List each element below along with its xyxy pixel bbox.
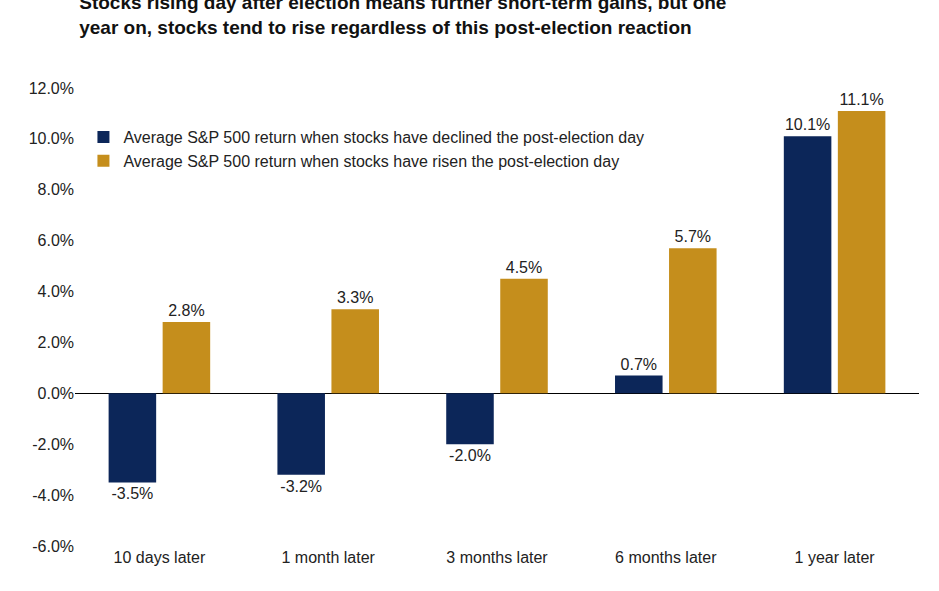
svg-text:Average S&P 500 return when st: Average S&P 500 return when stocks have …: [123, 153, 619, 170]
svg-text:10.1%: 10.1%: [785, 116, 830, 133]
svg-text:0.7%: 0.7%: [621, 356, 657, 373]
svg-text:-2.0%: -2.0%: [449, 447, 491, 464]
svg-text:-3.5%: -3.5%: [111, 485, 153, 502]
svg-text:-3.2%: -3.2%: [280, 478, 322, 495]
svg-text:4.5%: 4.5%: [506, 259, 542, 276]
svg-text:2.8%: 2.8%: [168, 302, 204, 319]
svg-text:10.0%: 10.0%: [29, 130, 74, 147]
svg-text:Stocks rising day after electi: Stocks rising day after election means f…: [79, 0, 726, 38]
svg-text:8.0%: 8.0%: [38, 181, 74, 198]
svg-text:-6.0%: -6.0%: [32, 538, 74, 555]
svg-text:-4.0%: -4.0%: [32, 487, 74, 504]
svg-text:11.1%: 11.1%: [840, 91, 884, 108]
svg-text:4.0%: 4.0%: [38, 283, 74, 300]
svg-text:Average S&P 500 return when st: Average S&P 500 return when stocks have …: [123, 129, 644, 146]
svg-text:1 month later: 1 month later: [282, 549, 376, 566]
svg-text:5.7%: 5.7%: [675, 228, 711, 245]
svg-text:1 year later: 1 year later: [795, 549, 876, 566]
svg-text:6 months later: 6 months later: [615, 549, 717, 566]
svg-text:3.3%: 3.3%: [337, 289, 373, 306]
svg-text:0.0%: 0.0%: [38, 385, 74, 402]
svg-text:10 days later: 10 days later: [114, 549, 206, 566]
svg-text:12.0%: 12.0%: [29, 80, 74, 97]
svg-text:3 months later: 3 months later: [446, 549, 548, 566]
svg-text:2.0%: 2.0%: [38, 334, 74, 351]
svg-text:-2.0%: -2.0%: [32, 436, 74, 453]
svg-text:6.0%: 6.0%: [38, 232, 74, 249]
